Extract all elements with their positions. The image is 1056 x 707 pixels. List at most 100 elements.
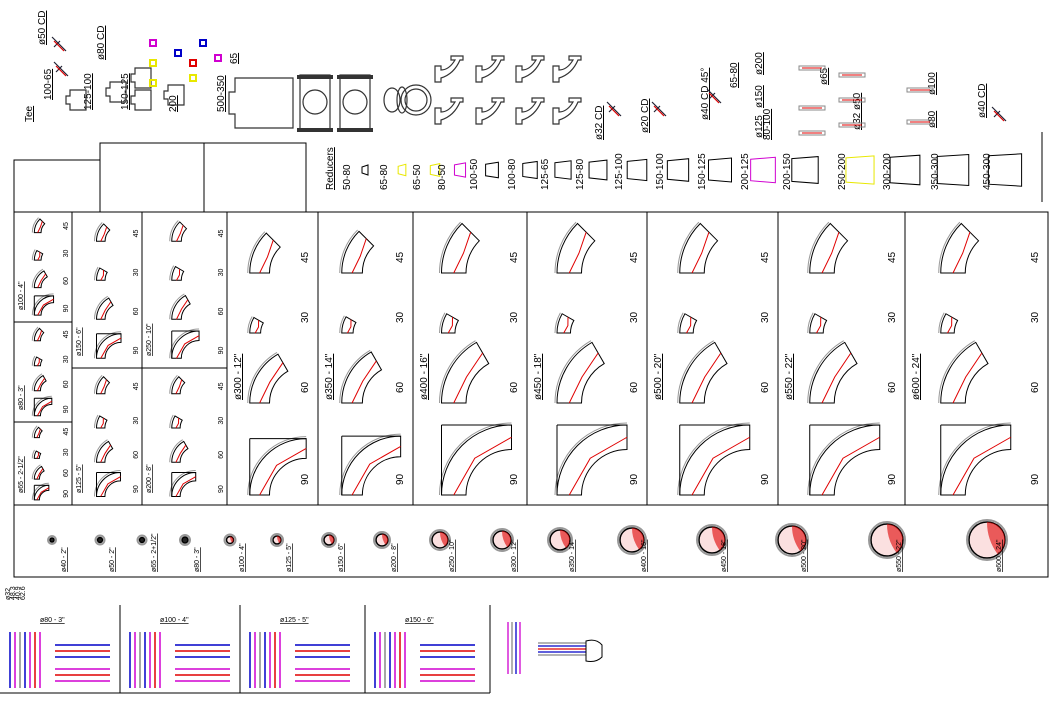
elbow-column	[317, 212, 402, 505]
elbow-90-icon	[677, 422, 751, 496]
elbow-30-icon	[677, 312, 698, 334]
elbow-30-icon	[169, 414, 183, 429]
top-label: ø50 CD	[37, 11, 48, 45]
elbow-fitting-icon	[434, 55, 464, 83]
reducer-icon	[708, 157, 732, 183]
angle-label: 60	[395, 381, 406, 393]
angle-label: 60	[629, 381, 640, 393]
small-fitting-icon	[174, 49, 182, 57]
angle-label: 60	[218, 307, 225, 315]
angle-label: 90	[509, 473, 520, 485]
section-label: ø300 - 12"	[511, 539, 518, 572]
box-fitting-icon	[130, 67, 152, 89]
elbow-fitting-icon	[515, 55, 545, 83]
elbow-90-icon	[31, 482, 50, 501]
angle-label: 30	[63, 448, 70, 456]
elbow-90-icon	[31, 293, 55, 316]
pipe-section	[966, 519, 1008, 561]
angle-label: 90	[629, 473, 640, 485]
elbow-45-icon	[169, 220, 188, 242]
angle-label: 30	[629, 311, 640, 323]
elbow-column	[646, 212, 751, 505]
angle-label: 90	[760, 473, 771, 485]
top-label: ø40 CD 45°	[700, 68, 711, 120]
elbow-90-icon	[554, 422, 628, 496]
reducer-label: 125-100	[614, 153, 625, 190]
top-label: ø125	[754, 115, 765, 138]
angle-label: 30	[133, 268, 140, 276]
angle-label: 30	[63, 355, 70, 363]
elbow-fitting-icon	[434, 97, 464, 125]
pipe-section	[868, 521, 906, 559]
elbow-60-icon	[31, 268, 48, 289]
reducer-icon	[522, 160, 538, 180]
angle-label: 45	[887, 251, 898, 263]
pipe-section	[179, 534, 191, 546]
pipe-bend-sample	[507, 622, 603, 674]
coupling-icon	[838, 97, 866, 103]
reducer-label: 200-150	[782, 153, 793, 190]
pipe-panel-lines	[249, 632, 350, 688]
elbow-fitting-icon	[475, 55, 505, 83]
elbow-30-icon	[94, 266, 108, 281]
pipe-panel-title: ø80 - 3"	[40, 617, 65, 624]
reducers-title: Reducers	[325, 147, 336, 190]
elbow-size-label: ø600 - 24"	[911, 353, 922, 400]
angle-label: 90	[1030, 473, 1041, 485]
angle-label: 90	[395, 473, 406, 485]
angle-label: 45	[395, 251, 406, 263]
pipe-section	[321, 532, 337, 548]
tee-fitting-icon	[53, 61, 69, 77]
elbow-size-label: ø100 - 4"	[18, 281, 25, 310]
reducer-label: 200-125	[740, 153, 751, 190]
tee-fitting-icon	[606, 101, 622, 117]
elbow-60-icon	[31, 464, 45, 480]
top-label: 80-100	[762, 108, 773, 140]
angle-label: 45	[133, 229, 140, 237]
elbow-60-icon	[339, 349, 383, 404]
pipe-panel-lines	[374, 632, 475, 688]
elbow-60-icon	[169, 293, 191, 320]
elbow-size-label: ø150 - 6"	[76, 327, 83, 356]
angle-label: 90	[218, 485, 225, 493]
elbow-30-icon	[807, 312, 828, 334]
tee-fitting-icon	[991, 106, 1007, 122]
pipe-section	[373, 531, 391, 549]
section-label: ø250 - 10"	[449, 539, 456, 572]
reducer-icon	[429, 162, 441, 178]
box-fitting-icon	[65, 89, 87, 111]
angle-label: 45	[1030, 251, 1041, 263]
reducer-icon	[666, 158, 690, 182]
pipe-section	[47, 535, 57, 545]
section-label: ø350 - 14"	[569, 539, 576, 572]
angle-label: 45	[63, 222, 70, 230]
angle-label: 30	[63, 249, 70, 257]
pipe-panels-frame	[0, 605, 491, 694]
reducer-icon	[791, 156, 819, 184]
reducer-label: 100-80	[507, 158, 518, 190]
small-elbow-cell	[141, 367, 228, 506]
elbow-fitting-icon	[552, 97, 582, 125]
pipe-panel-title: ø125 - 5"	[280, 617, 309, 624]
elbow-45-icon	[807, 221, 849, 274]
reducer-label: 300-200	[882, 153, 893, 190]
small-fitting-icon	[189, 59, 197, 67]
elbow-60-icon	[439, 340, 490, 404]
reducer-label: 80-50	[437, 164, 448, 190]
reducer-icon	[554, 160, 572, 180]
coupling-icon	[838, 72, 866, 78]
reducer-icon	[626, 158, 648, 182]
elbow-30-icon	[169, 265, 185, 281]
valve-fitting-icon	[337, 74, 373, 132]
elbow-30-icon	[247, 316, 264, 334]
elbow-90-icon	[169, 469, 197, 497]
elbow-45-icon	[677, 221, 719, 274]
elbow-45-icon	[339, 229, 375, 274]
fittings-table-box	[13, 159, 101, 213]
elbow-90-icon	[94, 331, 122, 359]
angle-label: 30	[887, 311, 898, 323]
elbow-90-icon	[94, 469, 121, 497]
angle-label: 30	[509, 311, 520, 323]
reducer-label: 450-300	[982, 153, 993, 190]
